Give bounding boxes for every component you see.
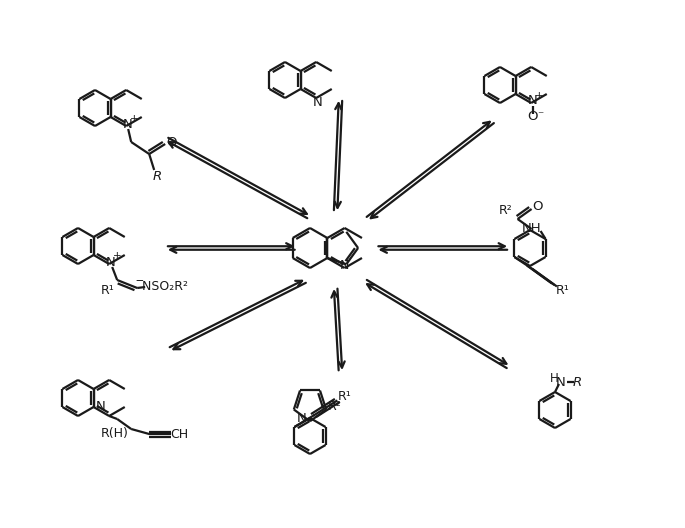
- Text: R²: R²: [327, 400, 341, 413]
- Text: R(H): R(H): [101, 428, 129, 440]
- Text: N: N: [105, 256, 115, 269]
- Text: O: O: [527, 109, 538, 122]
- Text: R¹: R¹: [556, 284, 569, 297]
- Text: R²: R²: [499, 204, 512, 218]
- Text: N: N: [527, 95, 537, 108]
- Text: H: H: [549, 372, 558, 384]
- Text: NH: NH: [522, 222, 541, 235]
- Text: +: +: [535, 91, 543, 101]
- Text: +: +: [130, 114, 138, 124]
- Text: R¹: R¹: [338, 391, 351, 403]
- Text: O: O: [166, 136, 177, 148]
- Text: R: R: [153, 171, 162, 184]
- Text: CH: CH: [170, 428, 188, 440]
- Text: N: N: [312, 96, 322, 108]
- Text: N: N: [340, 259, 349, 272]
- Text: R¹: R¹: [100, 284, 114, 297]
- Text: ̅NSO₂R²: ̅NSO₂R²: [142, 280, 188, 294]
- Text: +: +: [113, 251, 121, 261]
- Text: N: N: [556, 375, 566, 389]
- Text: R: R: [573, 375, 582, 389]
- Text: N: N: [96, 401, 105, 413]
- Text: ⁻: ⁻: [537, 109, 543, 122]
- Text: N: N: [123, 118, 132, 131]
- Text: O: O: [532, 201, 543, 213]
- Text: N: N: [297, 412, 307, 425]
